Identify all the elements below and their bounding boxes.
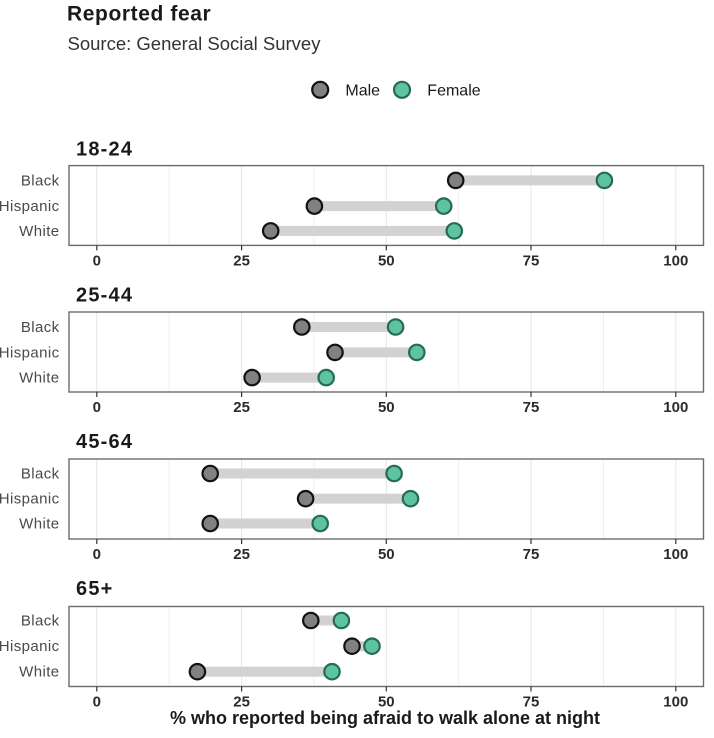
svg-text:25: 25 bbox=[233, 546, 250, 563]
svg-text:Hispanic: Hispanic bbox=[0, 491, 60, 508]
svg-text:75: 75 bbox=[523, 399, 540, 416]
svg-text:100: 100 bbox=[663, 399, 688, 416]
svg-text:% who reported being afraid to: % who reported being afraid to walk alon… bbox=[170, 708, 600, 728]
svg-text:100: 100 bbox=[663, 693, 688, 710]
svg-text:Black: Black bbox=[21, 613, 60, 630]
svg-text:Hispanic: Hispanic bbox=[0, 638, 60, 655]
svg-text:100: 100 bbox=[663, 546, 688, 563]
svg-text:65+: 65+ bbox=[76, 578, 114, 600]
svg-text:0: 0 bbox=[93, 693, 101, 710]
svg-text:Black: Black bbox=[21, 466, 60, 483]
svg-text:Hispanic: Hispanic bbox=[0, 198, 60, 215]
svg-text:75: 75 bbox=[523, 693, 540, 710]
svg-text:Female: Female bbox=[427, 83, 480, 100]
svg-text:25-44: 25-44 bbox=[76, 285, 133, 307]
svg-text:White: White bbox=[19, 516, 59, 533]
svg-text:White: White bbox=[19, 664, 59, 681]
svg-text:50: 50 bbox=[378, 546, 395, 563]
svg-text:25: 25 bbox=[233, 252, 250, 269]
svg-text:0: 0 bbox=[93, 399, 101, 416]
svg-text:Black: Black bbox=[21, 319, 60, 336]
svg-text:18-24: 18-24 bbox=[76, 139, 133, 161]
svg-text:50: 50 bbox=[378, 693, 395, 710]
svg-text:0: 0 bbox=[93, 252, 101, 269]
svg-text:50: 50 bbox=[378, 252, 395, 269]
svg-text:Black: Black bbox=[21, 172, 60, 189]
svg-text:100: 100 bbox=[663, 252, 688, 269]
svg-text:White: White bbox=[19, 223, 59, 240]
svg-text:50: 50 bbox=[378, 399, 395, 416]
svg-text:45-64: 45-64 bbox=[76, 431, 133, 453]
svg-text:White: White bbox=[19, 370, 59, 387]
svg-text:25: 25 bbox=[233, 399, 250, 416]
svg-text:75: 75 bbox=[523, 546, 540, 563]
svg-text:25: 25 bbox=[233, 693, 250, 710]
svg-text:Source: General Social Survey: Source: General Social Survey bbox=[68, 33, 322, 54]
svg-text:Reported fear: Reported fear bbox=[67, 3, 211, 26]
svg-text:Hispanic: Hispanic bbox=[0, 344, 60, 361]
svg-text:0: 0 bbox=[93, 546, 101, 563]
svg-text:75: 75 bbox=[523, 252, 540, 269]
svg-text:Male: Male bbox=[345, 83, 380, 100]
